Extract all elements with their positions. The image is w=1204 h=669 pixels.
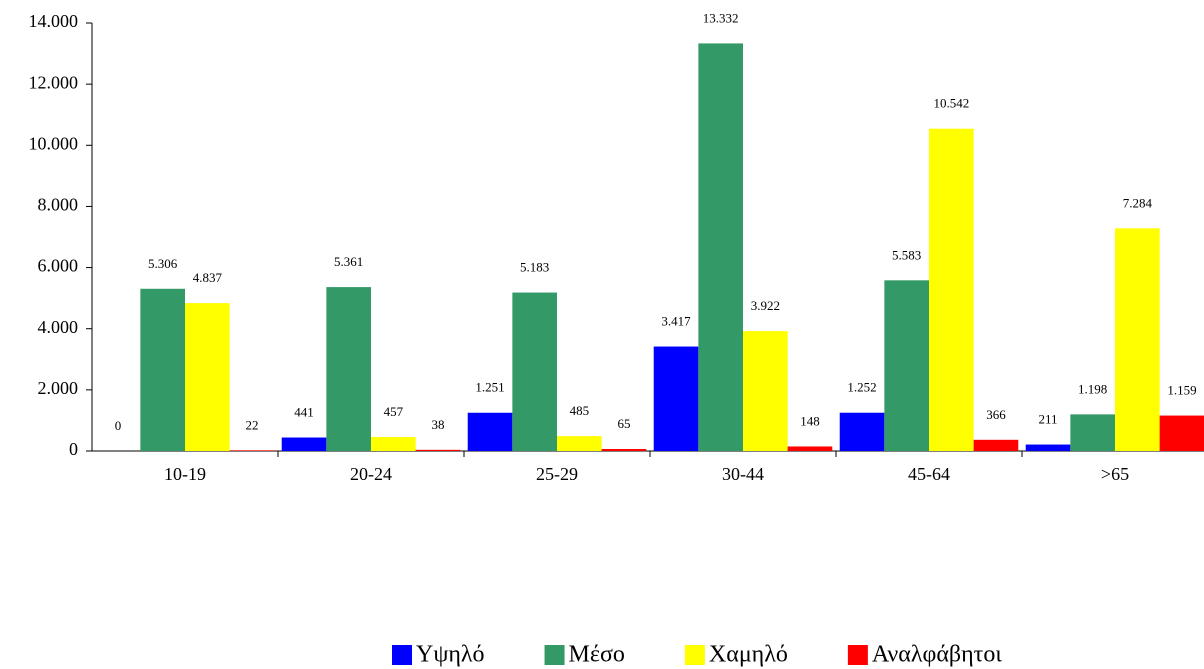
legend-label: Αναλφάβητοι	[872, 642, 1002, 668]
value-label: 1.252	[847, 380, 876, 395]
value-label: 3.922	[751, 298, 780, 313]
value-label: 5.183	[520, 260, 549, 275]
value-label: 5.361	[334, 254, 363, 269]
value-label: 457	[384, 404, 404, 419]
bar	[1025, 444, 1071, 451]
value-label: 1.159	[1167, 383, 1196, 398]
legend-swatch	[847, 645, 868, 665]
y-tick-label: 4.000	[38, 317, 79, 337]
value-label: 10.542	[933, 96, 969, 111]
y-tick-label: 0	[69, 439, 78, 459]
bar	[140, 288, 185, 451]
legend-label: Υψηλό	[416, 642, 485, 668]
bar	[884, 280, 929, 451]
bar	[1159, 415, 1204, 451]
value-label: 485	[570, 403, 590, 418]
bar	[929, 128, 974, 451]
y-tick-label: 8.000	[38, 195, 79, 215]
bar	[467, 412, 513, 451]
value-label: 5.583	[892, 247, 921, 262]
bar	[743, 331, 788, 451]
y-tick-label: 2.000	[38, 378, 79, 398]
bar	[371, 437, 416, 451]
bar	[601, 449, 647, 451]
value-label: 1.198	[1078, 381, 1107, 396]
bar	[1115, 228, 1160, 451]
bar	[973, 439, 1019, 451]
y-tick-label: 6.000	[38, 256, 79, 276]
value-label: 211	[1039, 412, 1058, 427]
value-label: 441	[294, 405, 314, 420]
legend-label: Χαμηλό	[709, 642, 788, 668]
value-label: 7.284	[1123, 195, 1153, 210]
x-tick-label: 45-64	[908, 464, 950, 484]
legend-swatch	[392, 645, 412, 665]
bar	[281, 437, 327, 451]
value-label: 3.417	[661, 314, 691, 329]
legend-swatch	[684, 645, 705, 665]
bar	[787, 446, 833, 451]
y-tick-label: 10.000	[29, 133, 79, 153]
value-label: 366	[986, 407, 1006, 422]
bar	[185, 303, 230, 451]
bar	[415, 449, 461, 451]
bar	[653, 346, 699, 451]
value-label: 38	[431, 417, 444, 432]
legend-swatch	[544, 645, 565, 665]
x-tick-label: >65	[1101, 464, 1129, 484]
value-label: 0	[115, 418, 122, 433]
x-tick-label: 20-24	[350, 464, 392, 484]
x-tick-label: 30-44	[722, 464, 764, 484]
bar	[839, 412, 885, 451]
value-label: 4.837	[193, 270, 223, 285]
value-label: 5.306	[148, 256, 178, 271]
value-label: 65	[617, 416, 630, 431]
bar	[698, 43, 743, 451]
value-label: 22	[245, 417, 258, 432]
y-tick-label: 12.000	[29, 72, 79, 92]
y-tick-label: 14.000	[29, 11, 79, 31]
x-tick-label: 10-19	[164, 464, 206, 484]
bar	[1070, 414, 1115, 451]
bar	[512, 292, 557, 451]
value-label: 13.332	[703, 10, 739, 25]
bar	[557, 436, 602, 451]
bar	[326, 287, 371, 451]
bar	[229, 450, 275, 451]
x-tick-label: 25-29	[536, 464, 578, 484]
legend-label: Μέσο	[569, 642, 625, 668]
value-label: 1.251	[475, 380, 504, 395]
value-label: 148	[800, 413, 820, 428]
